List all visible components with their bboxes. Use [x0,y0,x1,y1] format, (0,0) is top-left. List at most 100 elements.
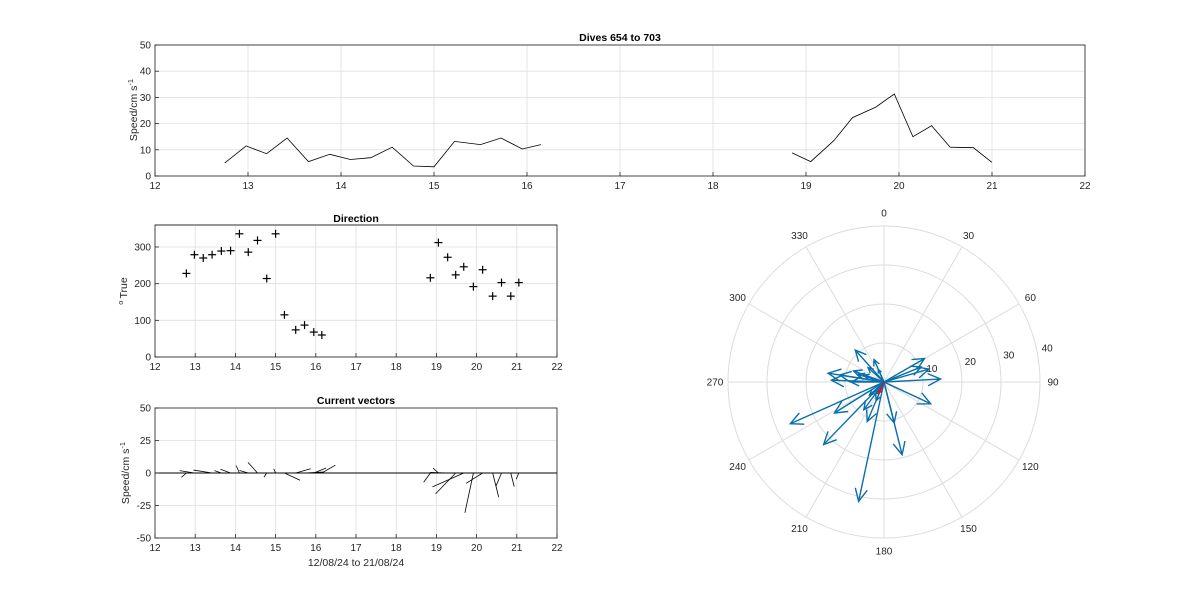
vector-stick [273,468,276,474]
x-tick-label: 13 [242,181,254,192]
speed-y-axis-label: Speed/cm s-1 [126,79,140,141]
polar-spoke [883,381,1020,461]
polar-spoke [883,246,963,383]
vector-stick [492,472,500,498]
compass-arrow-head [862,400,873,412]
vector-stick [239,470,249,474]
x-tick-label: 15 [428,181,440,192]
x-tick-label: 15 [270,543,282,554]
x-tick-label: 19 [431,362,443,373]
direction-point [317,331,326,339]
compass-arrow [833,381,885,414]
x-tick-label: 17 [614,181,626,192]
vectors-sticks [155,462,557,513]
vectors-x-axis-label: 12/08/24 to 21/08/24 [308,557,404,569]
speed-series-line [224,137,541,168]
x-tick-label: 14 [230,362,242,373]
compass-arrow [822,381,885,446]
y-tick-label: 100 [134,316,151,327]
direction-point [434,238,443,247]
polar-angle-label: 90 [1047,378,1059,389]
vector-stick [430,471,448,474]
mean-arrow-shaft [878,381,885,394]
compass-arrow-shaft [828,372,885,383]
compass-arrow-head [856,372,866,381]
compass-arrow [883,365,923,383]
polar-angle-label: 210 [791,524,808,535]
compass-arrow-shaft [823,381,885,446]
x-tick-label: 20 [471,362,483,373]
x-tick-label: 19 [431,543,443,554]
compass-arrow-shaft [883,366,922,383]
speed-series [224,93,993,168]
x-tick-label: 20 [893,181,905,192]
compass-arrow [883,381,933,405]
vector-stick [435,472,456,495]
compass-arrow-head [854,487,868,503]
compass-arrow [883,381,898,425]
direction-point [514,278,523,287]
x-tick-label: 18 [391,362,403,373]
compass-arrow-head [886,411,898,425]
x-tick-label: 19 [800,181,812,192]
compass-arrow-head [833,400,849,414]
vector-stick [432,472,464,488]
compass-arrow-head [788,412,805,425]
x-tick-label: 14 [335,181,347,192]
polar-radius-label: 30 [1003,350,1015,361]
direction-point [217,247,226,256]
polar-spoke [748,381,885,461]
vector-stick [432,467,439,474]
direction-point [443,253,452,262]
polar-radius-label: 20 [965,357,977,368]
x-tick-label: 13 [190,543,202,554]
x-tick-label: 12 [149,181,161,192]
vector-stick [193,469,213,474]
compass-arrow-shaft [834,381,885,414]
polar-spoke [883,381,963,518]
vector-stick [295,468,311,474]
direction-point [506,292,515,301]
mean-arrow [878,381,885,395]
compass-arrow-shaft [883,381,895,424]
direction-point [235,229,244,238]
vector-stick [321,464,336,474]
direction-point [291,325,300,334]
vector-stick [465,472,483,484]
direction-point [309,328,318,337]
direction-point [182,269,191,278]
x-tick-label: 20 [471,543,483,554]
direction-point [478,265,487,274]
vector-stick [181,472,187,478]
compass-arrow [883,372,943,387]
x-tick-label: 12 [149,543,161,554]
compass-arrow-shaft [857,373,885,383]
direction-chart-title: Direction [333,213,379,225]
polar-angle-label: 150 [960,524,977,535]
polar-spoke [805,246,885,383]
vector-stick [423,472,431,483]
compass-arrow [866,366,885,383]
vector-stick [510,472,515,487]
x-tick-label: 18 [707,181,719,192]
vectors-y-axis-label-exp: -1 [118,442,127,449]
x-tick-label: 18 [391,543,403,554]
direction-x-ticks: 12 13 14 15 16 17 18 19 20 21 22 [149,353,563,373]
vectors-chart-title: Current vectors [317,395,395,407]
compass-arrow-head [875,394,881,403]
x-tick-label: 13 [190,362,202,373]
compass-arrow-shaft [883,378,941,383]
vectors-x-ticks: 12 13 14 15 16 17 18 19 20 21 22 [149,534,563,554]
direction-y-ticks: 0 100 200 300 [134,243,159,364]
compass-arrow [788,381,885,425]
direction-point [208,250,217,259]
x-tick-label: 22 [551,362,563,373]
polar-angle-label: 0 [881,209,887,220]
polar-angle-label: 180 [876,547,893,558]
y-tick-label: 0 [145,353,151,364]
direction-axes: 12 13 14 15 16 17 18 19 20 21 22 0 100 200 300 Direct… [116,213,563,373]
x-tick-label: 21 [511,362,523,373]
y-tick-label: 0 [145,172,151,183]
compass-arrow-head [911,357,926,370]
